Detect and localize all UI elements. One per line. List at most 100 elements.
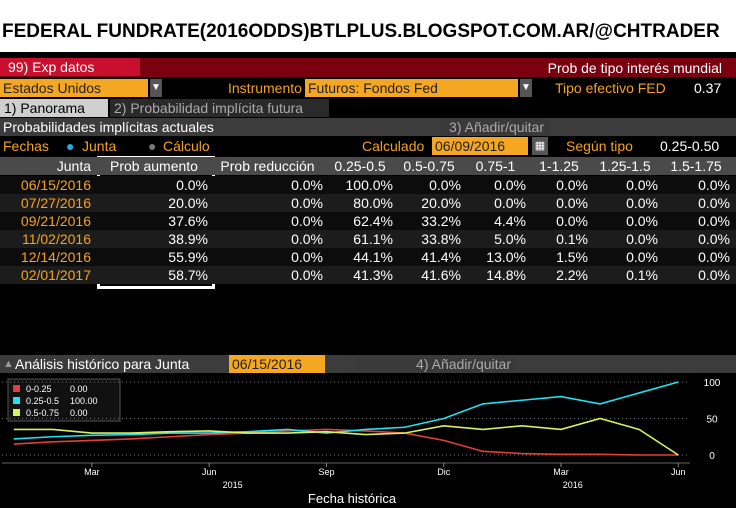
cell: 0.0% [698, 195, 730, 211]
legend-label: 0.5-0.75 [26, 408, 59, 418]
cell: 20.0% [421, 195, 461, 211]
section-title: Probabilidades implícitas actuales [3, 119, 214, 135]
x-tick-label: Sep [318, 467, 334, 477]
cell: 0.0% [291, 231, 323, 247]
export-button[interactable]: 99) Exp datos [0, 58, 140, 76]
add-button[interactable]: 3) Añadir/quitar [440, 118, 550, 136]
cell: 0.1% [556, 231, 588, 247]
cell: 62.4% [353, 213, 393, 229]
x-tick-label: Mar [553, 467, 569, 477]
legend-swatch [13, 397, 20, 404]
cell: 0.0% [556, 195, 588, 211]
series-line [13, 417, 679, 456]
y-tick-label: 50 [706, 415, 718, 426]
cell: 41.6% [421, 267, 461, 283]
row-date: 11/02/2016 [21, 231, 91, 247]
title: FEDERAL FUNDRATE(2016ODDS)BTLPLUS.BLOGSP… [2, 21, 720, 42]
legend-swatch [13, 385, 20, 392]
cell: 0.0% [626, 231, 658, 247]
type-value: 0.25-0.50 [660, 138, 720, 154]
cell: 0.0% [556, 177, 588, 193]
cell: 100.0% [345, 177, 393, 193]
column-header: 1.5-1.75 [670, 158, 722, 174]
country-field[interactable]: Estados Unidos [0, 79, 148, 97]
cell: 0.0% [626, 195, 658, 211]
cell: 0.0% [291, 195, 323, 211]
row-date: 09/21/2016 [20, 213, 91, 229]
cell: 80.0% [353, 195, 393, 211]
table-row [0, 266, 736, 284]
cell: 33.8% [421, 231, 461, 247]
instrument-field[interactable]: Futuros: Fondos Fed [305, 79, 518, 97]
x-axis-label: Fecha histórica [308, 491, 397, 506]
table-row [0, 194, 736, 212]
cell: 0.0% [626, 177, 658, 193]
column-header: Prob reducción [220, 158, 315, 174]
cell: 13.0% [486, 249, 526, 265]
x-tick-label: Jun [671, 467, 686, 477]
cell: 4.4% [494, 213, 526, 229]
rate-value: 0.37 [694, 80, 722, 96]
table-row [0, 248, 736, 266]
year-label: 2016 [563, 480, 583, 490]
tab-active[interactable]: 1) Panorama [0, 99, 108, 117]
radio-off[interactable]: ● [148, 138, 157, 154]
instrument-label: Instrumento [228, 80, 302, 96]
cell: 0.0% [291, 177, 323, 193]
cell: 0.0% [291, 249, 323, 265]
table-row [0, 176, 736, 194]
cell: 41.4% [421, 249, 461, 265]
dates-label: Fechas [3, 138, 49, 154]
legend-value: 100.00 [70, 396, 98, 406]
cell: 0.0% [494, 177, 526, 193]
dropdown-arrow[interactable]: ▼ [520, 79, 532, 97]
table-row [0, 230, 736, 248]
y-tick-label: 0 [709, 451, 715, 462]
column-header: 0.75-1 [475, 158, 516, 174]
x-tick-label: Jun [202, 467, 217, 477]
cell: 58.7% [168, 267, 208, 283]
column-header: 1-1.25 [539, 158, 579, 174]
cell: 61.1% [353, 231, 393, 247]
cell: 33.2% [421, 213, 461, 229]
cell: 0.0% [698, 213, 730, 229]
cell: 0.0% [494, 195, 526, 211]
cell: 0.0% [556, 213, 588, 229]
cell: 2.2% [556, 267, 588, 283]
row-date: 02/01/2017 [20, 267, 91, 283]
add-button[interactable]: 4) Añadir/quitar [355, 355, 517, 373]
type-label: Según tipo [566, 138, 633, 154]
column-header: 1.25-1.5 [599, 158, 651, 174]
column-header: 0.25-0.5 [334, 158, 386, 174]
history-date[interactable]: 06/15/2016 [229, 355, 325, 373]
column-header: 0.5-0.75 [403, 158, 455, 174]
toolbar [0, 58, 736, 77]
cell: 0.0% [291, 213, 323, 229]
calc-label: Calculado [362, 138, 425, 154]
calc-date[interactable]: 06/09/2016 [432, 137, 528, 155]
header-bg [0, 0, 736, 52]
radio-on[interactable]: ● [66, 138, 75, 154]
cell: 0.0% [176, 177, 208, 193]
cell: 44.1% [353, 249, 393, 265]
series-line [13, 428, 679, 456]
cell: 41.3% [353, 267, 393, 283]
table-row [0, 212, 736, 230]
cell: 0.0% [429, 177, 461, 193]
chart: 0 50 100 Mar Jun Sep Dic Mar Jun 2015 2016 Fecha hi… [2, 378, 721, 506]
year-label: 2015 [223, 480, 243, 490]
radio-label: Junta [82, 138, 117, 154]
calendar-icon[interactable]: ▦ [532, 137, 548, 155]
legend-label: 0.25-0.5 [26, 396, 59, 406]
dropdown-arrow[interactable]: ▼ [150, 79, 162, 97]
table-header [0, 157, 736, 175]
collapse-icon[interactable]: ▲ [3, 358, 14, 370]
y-tick-label: 100 [704, 378, 721, 389]
series-line [13, 381, 679, 440]
tab[interactable]: 2) Probabilidad implícita futura [110, 99, 329, 117]
cell: 20.0% [168, 195, 208, 211]
cell: 0.0% [626, 249, 658, 265]
cell: 0.0% [698, 249, 730, 265]
cell: 14.8% [486, 267, 526, 283]
